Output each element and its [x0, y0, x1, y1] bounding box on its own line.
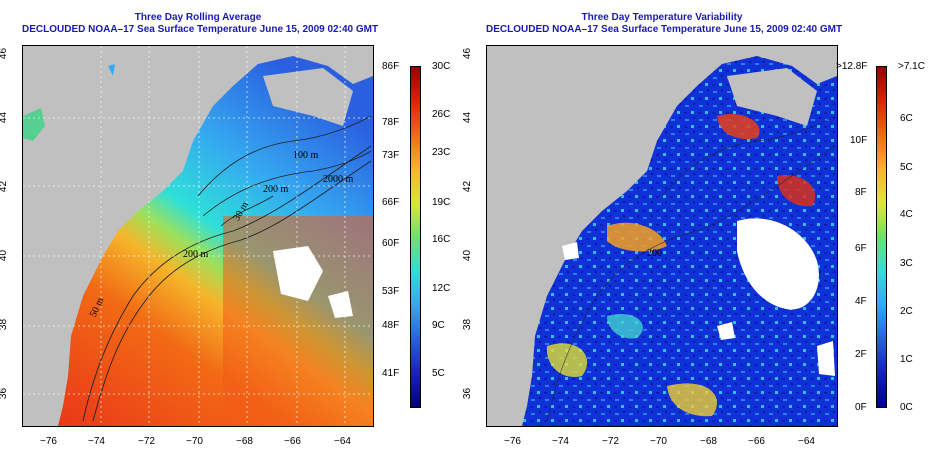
- colorbar-f-label: 0F: [855, 402, 867, 413]
- colorbar-c-label: 23C: [432, 147, 451, 158]
- contour-label: 200: [647, 248, 662, 259]
- colorbar-f-label: 53F: [382, 286, 400, 297]
- colorbar-f-label: 73F: [382, 150, 400, 161]
- colorbar-f-label: 10F: [850, 135, 868, 146]
- right-y-tick: 38: [462, 318, 474, 331]
- left-x-tick: −66: [284, 436, 301, 447]
- colorbar-f-label: >12.8F: [836, 61, 868, 72]
- colorbar-f-label: 4F: [855, 296, 867, 307]
- colorbar-f-label: 2F: [855, 349, 867, 360]
- colorbar-c-label: 9C: [432, 320, 445, 331]
- left-y-tick: 36: [0, 387, 10, 400]
- colorbar-c-label: 6C: [900, 113, 913, 124]
- left-y-tick: 40: [0, 249, 10, 262]
- right-x-tick: −64: [798, 436, 815, 447]
- left-y-tick: 38: [0, 318, 10, 331]
- left-x-tick: −74: [88, 436, 105, 447]
- left-colorbar-gradient: [410, 66, 421, 408]
- colorbar-c-label: 19C: [432, 197, 451, 208]
- left-y-tick: 42: [0, 180, 10, 193]
- colorbar-c-label: 3C: [900, 258, 913, 269]
- right-x-tick: −70: [650, 436, 667, 447]
- colorbar-f-label: 48F: [382, 320, 400, 331]
- contour-label: 200 m: [183, 249, 209, 260]
- left-y-tick: 44: [0, 111, 10, 124]
- right-y-tick: 40: [462, 249, 474, 262]
- right-title: Three Day Temperature Variability: [581, 12, 743, 23]
- right-subtitle: DECLOUDED NOAA–17 Sea Surface Temperatur…: [486, 24, 843, 35]
- colorbar-c-label: 2C: [900, 306, 913, 317]
- colorbar-f-label: 66F: [382, 197, 400, 208]
- right-variability-map: 200: [486, 45, 838, 427]
- colorbar-c-label: 12C: [432, 283, 451, 294]
- colorbar-c-label: 30C: [432, 61, 451, 72]
- contour-label: 100 m: [293, 150, 319, 161]
- colorbar-c-label: 0C: [900, 402, 913, 413]
- colorbar-f-label: 8F: [855, 187, 867, 198]
- right-y-tick: 42: [462, 180, 474, 193]
- right-x-tick: −68: [700, 436, 717, 447]
- colorbar-f-label: 6F: [855, 243, 867, 254]
- left-x-tick: −64: [334, 436, 351, 447]
- left-x-tick: −72: [138, 436, 155, 447]
- contour-label: 2000 m: [323, 174, 354, 185]
- left-x-tick: −68: [236, 436, 253, 447]
- colorbar-c-label: >7.1C: [898, 61, 925, 72]
- left-y-tick: 46: [0, 47, 10, 60]
- right-y-tick: 36: [462, 387, 474, 400]
- right-x-tick: −72: [602, 436, 619, 447]
- colorbar-c-label: 26C: [432, 109, 451, 120]
- left-sst-map: 100 m 2000 m 200 m 30 m 200 m 50 m: [22, 45, 374, 427]
- right-x-tick: −76: [504, 436, 521, 447]
- colorbar-c-label: 16C: [432, 234, 451, 245]
- left-title: Three Day Rolling Average: [134, 12, 262, 23]
- colorbar-f-label: 41F: [382, 368, 400, 379]
- colorbar-c-label: 5C: [900, 162, 913, 173]
- right-y-tick: 46: [462, 47, 474, 60]
- colorbar-c-label: 1C: [900, 354, 913, 365]
- right-colorbar-gradient: [876, 66, 887, 408]
- colorbar-f-label: 86F: [382, 61, 400, 72]
- colorbar-c-label: 5C: [432, 368, 445, 379]
- right-x-tick: −74: [552, 436, 569, 447]
- colorbar-f-label: 78F: [382, 117, 400, 128]
- contour-label: 200 m: [263, 184, 289, 195]
- colorbar-c-label: 4C: [900, 209, 913, 220]
- colorbar-f-label: 60F: [382, 238, 400, 249]
- left-x-tick: −76: [40, 436, 57, 447]
- right-y-tick: 44: [462, 111, 474, 124]
- left-x-tick: −70: [186, 436, 203, 447]
- right-x-tick: −66: [748, 436, 765, 447]
- left-subtitle: DECLOUDED NOAA–17 Sea Surface Temperatur…: [22, 24, 379, 35]
